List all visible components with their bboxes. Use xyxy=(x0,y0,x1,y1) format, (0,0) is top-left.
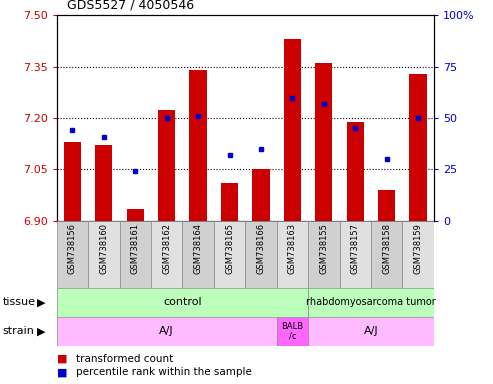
Bar xyxy=(245,221,277,288)
Text: transformed count: transformed count xyxy=(76,354,174,364)
Text: ■: ■ xyxy=(57,367,67,377)
Bar xyxy=(158,109,176,221)
Bar xyxy=(95,146,112,221)
Text: control: control xyxy=(163,297,202,308)
Text: GSM738159: GSM738159 xyxy=(414,223,423,274)
Bar xyxy=(378,190,395,221)
Bar xyxy=(221,183,238,221)
Bar xyxy=(182,221,214,288)
Text: GSM738166: GSM738166 xyxy=(256,223,266,274)
Bar xyxy=(347,121,364,221)
Bar xyxy=(284,39,301,221)
Bar xyxy=(371,221,402,288)
Bar xyxy=(151,221,182,288)
Text: strain: strain xyxy=(2,326,35,336)
Bar xyxy=(189,70,207,221)
Bar xyxy=(308,317,434,346)
Bar xyxy=(57,221,88,288)
Bar xyxy=(308,221,340,288)
Bar xyxy=(277,317,308,346)
Bar xyxy=(88,221,119,288)
Text: ■: ■ xyxy=(57,354,67,364)
Bar xyxy=(315,63,332,221)
Text: GSM738163: GSM738163 xyxy=(288,223,297,274)
Bar xyxy=(402,221,434,288)
Bar xyxy=(64,142,81,221)
Bar xyxy=(340,221,371,288)
Bar xyxy=(277,221,308,288)
Bar xyxy=(57,317,277,346)
Bar xyxy=(127,209,144,221)
Bar xyxy=(214,221,246,288)
Text: GSM738158: GSM738158 xyxy=(382,223,391,274)
Text: tissue: tissue xyxy=(2,297,35,308)
Text: GSM738165: GSM738165 xyxy=(225,223,234,274)
Text: BALB
/c: BALB /c xyxy=(282,322,304,341)
Text: ▶: ▶ xyxy=(37,326,45,336)
Text: GSM738162: GSM738162 xyxy=(162,223,171,274)
Text: GDS5527 / 4050546: GDS5527 / 4050546 xyxy=(67,0,194,12)
Bar xyxy=(410,74,427,221)
Text: A/J: A/J xyxy=(364,326,378,336)
Text: GSM738161: GSM738161 xyxy=(131,223,140,274)
Bar xyxy=(252,169,270,221)
Text: percentile rank within the sample: percentile rank within the sample xyxy=(76,367,252,377)
Text: GSM738157: GSM738157 xyxy=(351,223,360,274)
Bar xyxy=(119,221,151,288)
Text: ▶: ▶ xyxy=(37,297,45,308)
Text: A/J: A/J xyxy=(159,326,174,336)
Text: GSM738164: GSM738164 xyxy=(194,223,203,274)
Bar xyxy=(57,288,308,317)
Text: rhabdomyosarcoma tumor: rhabdomyosarcoma tumor xyxy=(306,297,436,308)
Text: GSM738160: GSM738160 xyxy=(99,223,108,274)
Text: GSM738156: GSM738156 xyxy=(68,223,77,274)
Text: GSM738155: GSM738155 xyxy=(319,223,328,274)
Bar xyxy=(308,288,434,317)
